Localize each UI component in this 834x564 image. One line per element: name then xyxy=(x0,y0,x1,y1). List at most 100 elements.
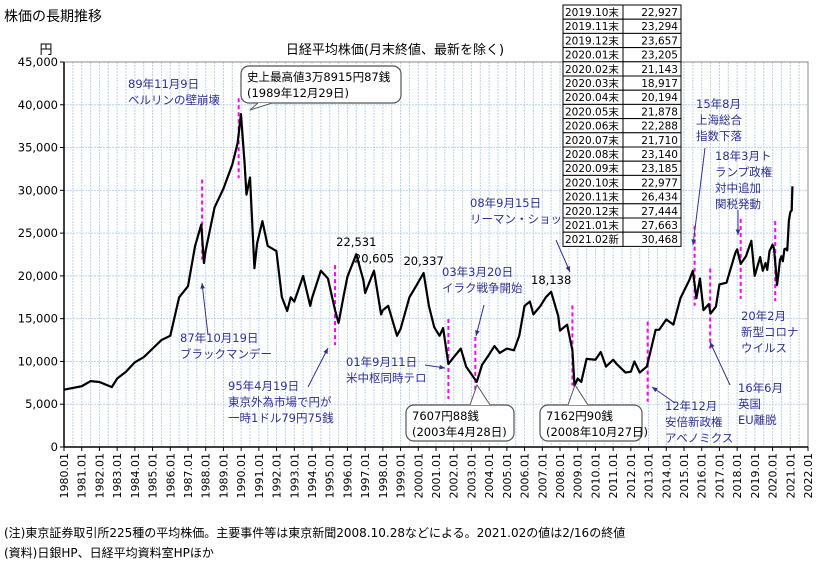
table-date: 2020.06末 xyxy=(565,120,619,133)
callout-2008-pointer xyxy=(567,383,589,406)
event-label: 03年3月20日 xyxy=(442,265,513,279)
table-value: 21,710 xyxy=(641,135,678,147)
x-tick-label: 2016.01 xyxy=(696,453,709,499)
y-tick-label: 40,000 xyxy=(18,98,58,112)
x-tick-label: 2014.01 xyxy=(660,453,673,499)
table-date: 2021.02新 xyxy=(565,233,619,246)
table-date: 2020.11末 xyxy=(565,191,619,204)
page-title: 株価の長期推移 xyxy=(4,9,102,25)
x-tick-label: 2015.01 xyxy=(678,453,691,499)
y-tick-label: 45,000 xyxy=(18,55,58,69)
x-tick-label: 1980.01 xyxy=(58,453,71,499)
y-tick-label: 10,000 xyxy=(18,354,58,368)
event-label: ランプ政権 xyxy=(715,165,773,179)
callout-2003-text: (2003年4月28日) xyxy=(412,425,507,439)
table-value: 18,917 xyxy=(641,78,678,90)
event-label: 東京外為市場で円が xyxy=(228,395,332,409)
x-tick-label: 2017.01 xyxy=(713,453,726,499)
y-axis-label: 円 xyxy=(39,43,52,58)
x-tick-label: 1992.01 xyxy=(271,453,284,499)
footnote: (注)東京証券取引所225種の平均株価。主要事件等は東京新聞2008.10.28… xyxy=(4,526,626,540)
table-date: 2020.07末 xyxy=(565,134,619,147)
event-arrow xyxy=(555,239,571,273)
x-tick-label: 1989.01 xyxy=(217,453,230,499)
table-date: 2020.04末 xyxy=(565,91,619,104)
y-tick-label: 0 xyxy=(51,440,58,454)
table-value: 22,977 xyxy=(641,177,678,189)
y-tick-label: 15,000 xyxy=(18,312,58,326)
event-label: 16年6月 xyxy=(738,381,783,395)
x-tick-label: 2019.01 xyxy=(749,453,762,499)
event-label: 一時1ドル79円75銭 xyxy=(228,411,334,425)
table-value: 27,444 xyxy=(641,206,678,218)
callout-2003-box xyxy=(405,404,515,442)
event-label: 新型コロナ xyxy=(741,325,799,339)
y-tick-label: 20,000 xyxy=(18,269,58,283)
arrowhead-icon xyxy=(565,266,570,272)
x-tick-label: 2010.01 xyxy=(589,453,602,499)
table-value: 27,663 xyxy=(641,220,678,232)
x-tick-label: 2009.01 xyxy=(572,453,585,499)
x-tick-label: 2004.01 xyxy=(483,453,496,499)
x-tick-label: 1996.01 xyxy=(341,453,354,499)
x-tick-label: 1993.01 xyxy=(288,453,301,499)
y-tick-label: 25,000 xyxy=(18,226,58,240)
event-label: 関税発動 xyxy=(715,197,761,211)
x-tick-label: 2020.01 xyxy=(767,453,780,499)
event-label: 87年10月19日 xyxy=(180,331,258,345)
callout-high-text: (1989年12月29日) xyxy=(247,86,349,100)
x-tick-label: 2018.01 xyxy=(731,453,744,499)
callout-high-text: 史上最高値3万8915円87銭 xyxy=(247,70,391,84)
table-date: 2020.12末 xyxy=(565,205,619,218)
callout-high-box xyxy=(240,65,402,104)
table-date: 2020.10末 xyxy=(565,176,619,189)
x-tick-label: 2000.01 xyxy=(412,453,425,499)
table-date: 2019.12末 xyxy=(565,34,619,47)
x-tick-label: 1997.01 xyxy=(359,453,372,499)
arrowhead-icon xyxy=(652,387,658,393)
table-date: 2020.03末 xyxy=(565,77,619,90)
peak-label: 20,337 xyxy=(403,254,443,268)
table-value: 23,185 xyxy=(641,163,678,175)
x-tick-label: 1999.01 xyxy=(395,453,408,499)
x-tick-label: 2005.01 xyxy=(501,453,514,499)
event-arrow xyxy=(201,282,209,336)
x-tick-label: 2011.01 xyxy=(607,453,620,499)
table-value: 20,194 xyxy=(641,92,678,104)
event-label: 英国 xyxy=(738,397,761,411)
x-tick-label: 1988.01 xyxy=(200,453,213,499)
x-tick-label: 1998.01 xyxy=(377,453,390,499)
table-date: 2020.01末 xyxy=(565,49,619,62)
event-label: 08年9月15日 xyxy=(470,196,541,210)
chart-title: 日経平均株価(月末終値、最新を除く) xyxy=(286,42,504,58)
callout-2003-pointer xyxy=(469,383,491,406)
table-value: 23,140 xyxy=(641,149,678,161)
event-arrow xyxy=(307,347,329,388)
arrowhead-icon xyxy=(439,364,445,370)
event-arrow xyxy=(692,147,706,246)
table-date: 2020.05末 xyxy=(565,105,619,118)
x-tick-label: 1983.01 xyxy=(111,453,124,499)
event-label: 15年8月 xyxy=(696,97,741,111)
x-tick-label: 2001.01 xyxy=(430,453,443,499)
table-date: 2019.10末 xyxy=(565,6,619,19)
x-tick-label: 2003.01 xyxy=(465,453,478,499)
table-value: 23,205 xyxy=(641,50,678,62)
arrowhead-icon xyxy=(200,283,205,289)
table-value: 26,434 xyxy=(641,192,678,204)
x-tick-label: 2012.01 xyxy=(625,453,638,499)
table-value: 23,294 xyxy=(641,21,678,33)
table-value: 21,143 xyxy=(641,64,678,76)
event-label: 89年11月9日 xyxy=(128,77,199,91)
event-label: 指数下落 xyxy=(696,129,742,143)
event-label: 95年4月19日 xyxy=(228,379,299,393)
table-date: 2020.02末 xyxy=(565,63,619,76)
table-value: 22,927 xyxy=(641,7,678,19)
x-tick-label: 1987.01 xyxy=(182,453,195,499)
event-label: ブラックマンデー xyxy=(180,347,272,361)
x-tick-label: 2002.01 xyxy=(448,453,461,499)
nikkei-line xyxy=(63,112,794,391)
x-tick-label: 1981.01 xyxy=(76,453,89,499)
event-arrow xyxy=(709,341,731,386)
